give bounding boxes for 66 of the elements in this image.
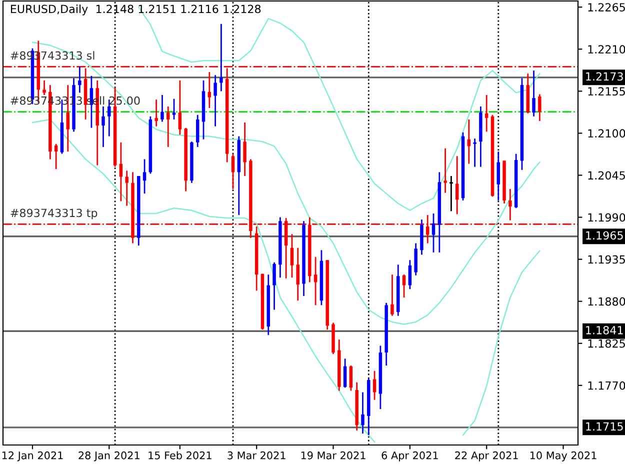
candlestick — [125, 170, 128, 206]
y-tick-label: 1.2100 — [588, 129, 625, 138]
candlestick — [402, 274, 406, 298]
x-tick-label: 12 Jan 2021 — [2, 451, 63, 462]
candlestick — [272, 262, 276, 310]
x-tick-label: 19 Mar 2021 — [301, 451, 366, 460]
candlestick — [496, 150, 500, 202]
x-tick-label: 10 May 2021 — [530, 451, 596, 462]
candlestick — [390, 274, 394, 317]
candlestick — [178, 80, 182, 136]
candlestick — [484, 94, 488, 132]
y-tick-label: 1.1880 — [588, 297, 625, 306]
candlestick — [455, 155, 459, 215]
candlestick — [119, 142, 123, 202]
ref-line-label: 1.1715 — [586, 422, 623, 431]
candlestick — [349, 364, 353, 392]
candlestick — [432, 212, 436, 254]
ref-line-label: 1.1841 — [586, 326, 623, 334]
y-tick-label: 1.2210 — [588, 45, 625, 54]
candlestick — [538, 94, 542, 122]
candlestick — [108, 98, 111, 137]
ref-line-label: 1.1965 — [586, 231, 623, 240]
x-tick-label: 22 Apr 2021 — [455, 451, 518, 462]
candlestick — [208, 71, 212, 109]
x-tick-label: 6 Apr 2021 — [382, 451, 438, 462]
candlestick — [361, 392, 364, 434]
candlestick — [231, 153, 235, 190]
candlestick — [296, 247, 300, 302]
candlestick — [220, 23, 223, 92]
candlestick — [154, 98, 158, 128]
candlestick — [243, 122, 246, 177]
y-tick-label: 1.2155 — [588, 87, 625, 96]
line-series — [138, 6, 540, 212]
candlestick — [214, 74, 217, 128]
x-tick-label: 28 Jan 2021 — [78, 451, 140, 462]
candlestick — [54, 143, 58, 170]
y-tick-label: 1.2265 — [588, 3, 625, 12]
chart-title: EURUSD,Daily 1.2148 1.2151 1.2116 1.2128 — [10, 4, 261, 16]
candlestick — [42, 80, 46, 96]
candlestick — [78, 66, 82, 94]
candlestick — [414, 242, 418, 276]
candlestick — [532, 70, 536, 118]
candlestick — [444, 148, 447, 194]
y-tick-label: 1.1825 — [588, 339, 625, 348]
candlestick — [290, 233, 294, 278]
ref-line-label: #893743313 tp — [10, 208, 98, 220]
candlestick — [160, 94, 164, 122]
y-tick-label: 1.1770 — [588, 381, 625, 390]
y-tick-label: 1.1935 — [588, 255, 625, 264]
line-series — [462, 250, 540, 436]
candlestick — [508, 188, 512, 222]
x-tick-label: 3 Mar 2021 — [228, 451, 286, 460]
candlestick — [408, 259, 412, 290]
y-tick-label: 1.2045 — [588, 171, 625, 180]
ref-line-label: 1.2173 — [586, 72, 623, 81]
candlestick — [314, 256, 318, 306]
candlestick — [172, 98, 176, 120]
candlestick — [166, 106, 170, 148]
candlestick — [196, 114, 200, 148]
candlestick — [473, 138, 476, 168]
y-tick-label: 1.1990 — [588, 213, 625, 222]
candlestick — [343, 358, 347, 388]
candlestick — [102, 106, 105, 148]
candlestick — [142, 158, 146, 194]
candlestick — [372, 370, 376, 401]
x-tick-label: 15 Feb 2021 — [148, 451, 212, 460]
